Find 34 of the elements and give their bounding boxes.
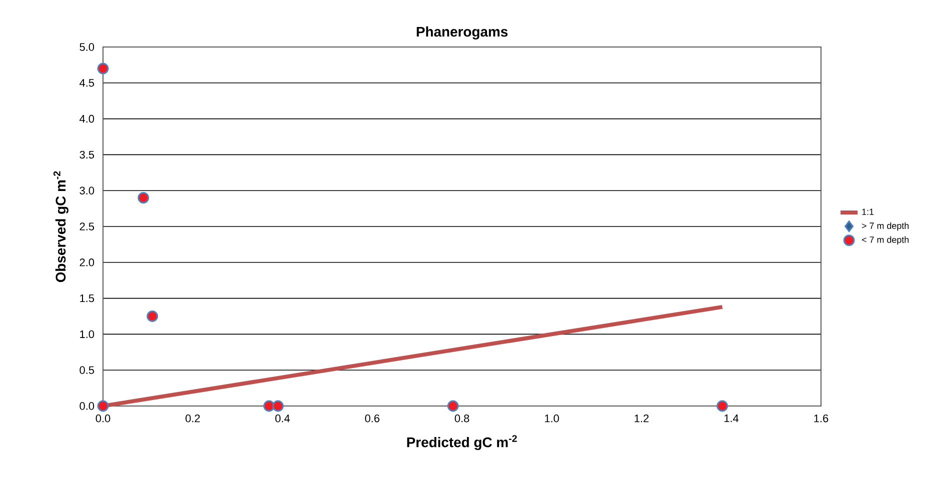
point (97, 62, 109, 74)
point (447, 400, 459, 412)
y-tick-label: 1.0 (80, 330, 94, 338)
y-tick-label: 3.5 (80, 150, 94, 159)
chart-title: Phanerogams (416, 26, 508, 40)
x-tick-label: 0.2 (186, 414, 200, 422)
y-tick-label: 3.0 (80, 186, 94, 194)
x-tick-label: 1.0 (544, 414, 559, 422)
y-tick-label: 4.5 (80, 79, 94, 87)
y-tick-label: 2.5 (80, 222, 94, 230)
y-tick-label: 4.0 (80, 114, 94, 123)
x-tick-label: 1.6 (814, 414, 828, 422)
x-tick-label: 1.4 (724, 414, 739, 422)
y-tick-label: 2.0 (80, 258, 94, 266)
y-tick-label: 0.5 (80, 366, 94, 374)
x-tick-label: 0.0 (96, 414, 110, 422)
point (263, 400, 275, 412)
x-tick-label: 0.6 (365, 414, 380, 422)
point (272, 400, 284, 412)
x-axis-title: Predicted gC m$^{-2}$ (407, 435, 517, 450)
point (716, 400, 728, 412)
legend-label: 1:1 (862, 208, 874, 215)
point (138, 192, 150, 204)
x-tick-label: 1.2 (634, 414, 649, 422)
point (146, 310, 158, 322)
y-tick-label: 5.0 (80, 43, 94, 51)
legend-label: > 7 m depth (862, 222, 909, 231)
x-tick-label: 0.8 (454, 414, 470, 422)
y-tick-label: 0.0 (80, 402, 94, 410)
legend-label: < 7 m depth (862, 236, 909, 245)
y-axis-title: Observed gC m$^{-2}$ (53, 171, 68, 282)
point (97, 400, 109, 412)
x-tick-label: 0.4 (275, 414, 290, 422)
y-tick-label: 1.5 (80, 294, 94, 302)
